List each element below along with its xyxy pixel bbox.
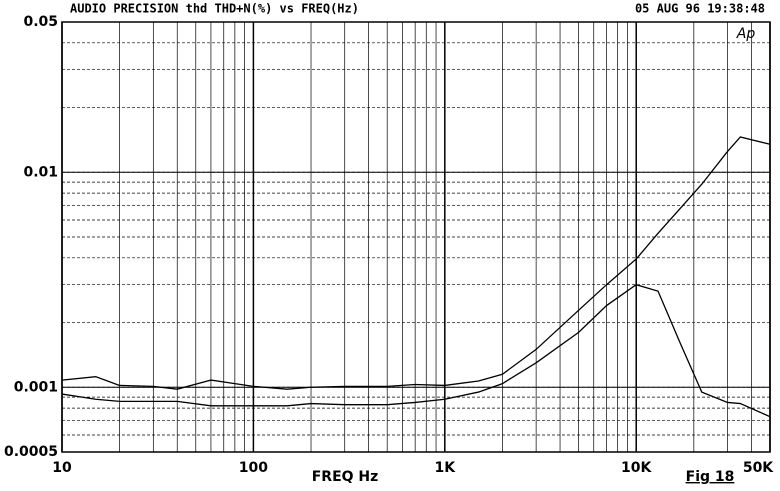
chart-title: AUDIO PRECISION thd THD+N(%) vs FREQ(Hz) [70,2,359,16]
x-tick-label: 50K [743,460,774,476]
data-line [61,136,771,390]
x-tick-label: 10 [52,460,72,476]
plot-frame [61,21,771,453]
y-tick-label: 0.01 [23,164,58,180]
x-axis-label: FREQ Hz [312,469,379,485]
chart-subtitle: 05 AUG 96 19:38:48 [635,2,765,16]
x-tick-label: 10K [621,460,652,476]
y-tick-label: 0.05 [23,14,58,30]
y-tick-label: 0.001 [14,379,58,395]
logo: Ap [736,26,756,42]
x-tick-label: 1K [435,460,457,476]
figure-label: Fig 18 [686,469,735,485]
y-tick-label: 0.0005 [4,444,58,460]
data-line [61,283,771,418]
x-tick-label: 100 [239,460,268,476]
